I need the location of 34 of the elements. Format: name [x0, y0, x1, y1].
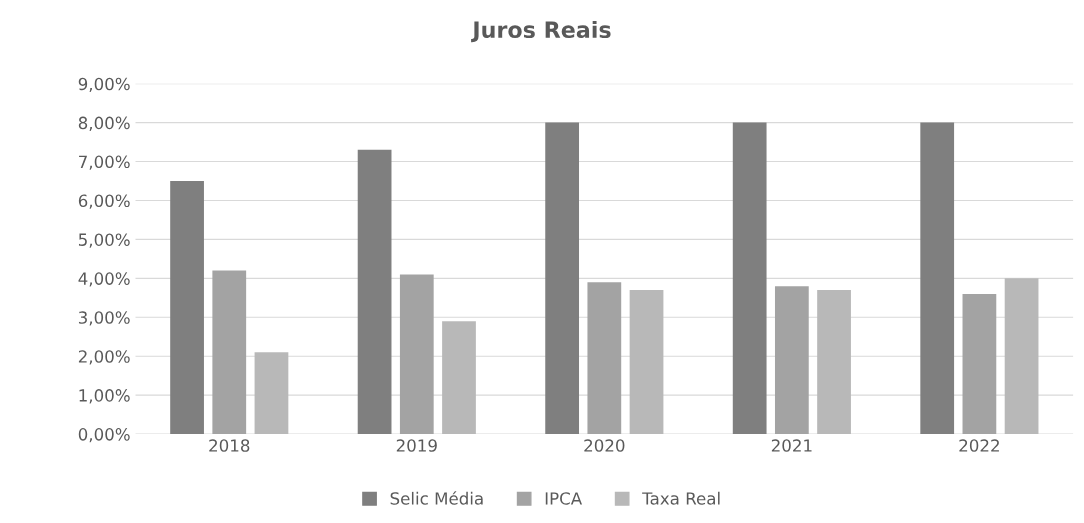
x-tick-label: 2019: [396, 439, 437, 452]
x-tick-label: 2022: [959, 439, 999, 452]
bar: [587, 282, 622, 435]
bar: [920, 122, 955, 435]
bar: [629, 290, 664, 435]
bar: [254, 352, 289, 435]
bar: [442, 321, 476, 435]
x-tick-label: 2021: [771, 439, 812, 452]
bar: [817, 290, 851, 435]
bar: [732, 122, 767, 435]
y-tick-label: 2,00%: [78, 350, 130, 365]
y-tick-label: 9,00%: [78, 77, 130, 92]
x-tick-label: 2020: [584, 439, 625, 452]
y-tick-label: 8,00%: [78, 116, 130, 131]
y-tick-label: 1,00%: [79, 389, 130, 404]
y-tick-label: 7,00%: [79, 155, 130, 170]
y-tick-label: 5,00%: [78, 233, 130, 248]
chart-title: Juros Reais: [471, 20, 611, 43]
y-tick-label: 0,00%: [78, 428, 130, 443]
legend-label: IPCA: [545, 492, 583, 505]
y-tick-label: 6,00%: [78, 194, 130, 209]
bar: [212, 270, 247, 435]
y-tick-label: 4,00%: [78, 272, 130, 287]
bar: [774, 286, 809, 435]
bar: [170, 181, 204, 435]
legend-label: Selic Média: [390, 491, 483, 505]
bar: [357, 149, 392, 435]
y-tick-label: 3,00%: [78, 311, 130, 326]
bar: [545, 122, 580, 435]
bar: [1004, 278, 1039, 435]
bar: [962, 293, 997, 435]
bar: [399, 274, 434, 435]
legend-label: Taxa Real: [642, 491, 720, 505]
x-tick-label: 2018: [209, 439, 250, 452]
